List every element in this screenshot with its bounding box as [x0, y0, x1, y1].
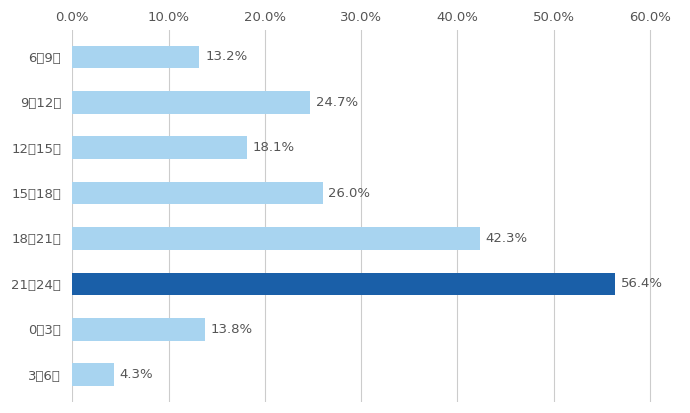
- Text: 13.8%: 13.8%: [211, 323, 253, 336]
- Bar: [72, 363, 114, 386]
- Text: 13.2%: 13.2%: [205, 50, 247, 64]
- Text: 18.1%: 18.1%: [253, 141, 295, 154]
- Text: 26.0%: 26.0%: [328, 187, 371, 199]
- Bar: [72, 227, 480, 250]
- Bar: [72, 273, 615, 295]
- Bar: [72, 182, 323, 204]
- Bar: [72, 91, 310, 114]
- Text: 24.7%: 24.7%: [316, 96, 358, 109]
- Text: 4.3%: 4.3%: [119, 368, 153, 381]
- Bar: [72, 136, 246, 159]
- Text: 42.3%: 42.3%: [485, 232, 527, 245]
- Bar: [72, 45, 199, 68]
- Bar: [72, 318, 205, 341]
- Text: 56.4%: 56.4%: [621, 278, 663, 290]
